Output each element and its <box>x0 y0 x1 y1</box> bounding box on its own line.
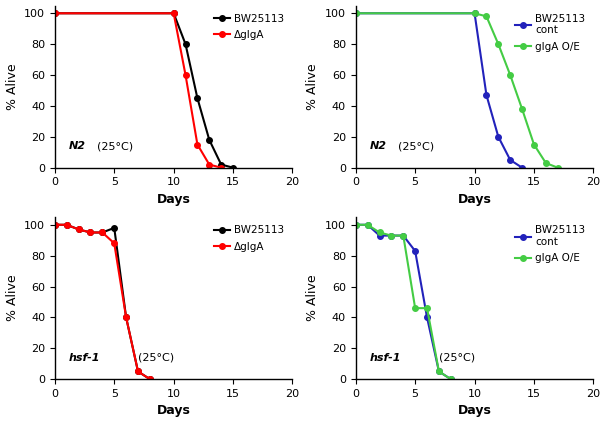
Legend: BW25113, ΔglgA: BW25113, ΔglgA <box>211 222 287 255</box>
Text: (25°C): (25°C) <box>138 353 174 363</box>
Legend: BW25113
cont, glgA O/E: BW25113 cont, glgA O/E <box>512 11 588 55</box>
Text: N2: N2 <box>370 141 387 151</box>
Text: (25°C): (25°C) <box>96 141 133 151</box>
Y-axis label: % Alive: % Alive <box>307 275 319 321</box>
Text: hsf-1: hsf-1 <box>370 353 402 363</box>
X-axis label: Days: Days <box>458 193 491 206</box>
Y-axis label: % Alive: % Alive <box>5 275 19 321</box>
Text: (25°C): (25°C) <box>439 353 475 363</box>
X-axis label: Days: Days <box>157 193 190 206</box>
Text: hsf-1: hsf-1 <box>69 353 101 363</box>
Y-axis label: % Alive: % Alive <box>307 63 319 110</box>
Text: (25°C): (25°C) <box>398 141 434 151</box>
Legend: BW25113
cont, glgA O/E: BW25113 cont, glgA O/E <box>512 222 588 266</box>
X-axis label: Days: Days <box>157 404 190 418</box>
X-axis label: Days: Days <box>458 404 491 418</box>
Legend: BW25113, ΔglgA: BW25113, ΔglgA <box>211 11 287 43</box>
Y-axis label: % Alive: % Alive <box>5 63 19 110</box>
Text: N2: N2 <box>69 141 86 151</box>
